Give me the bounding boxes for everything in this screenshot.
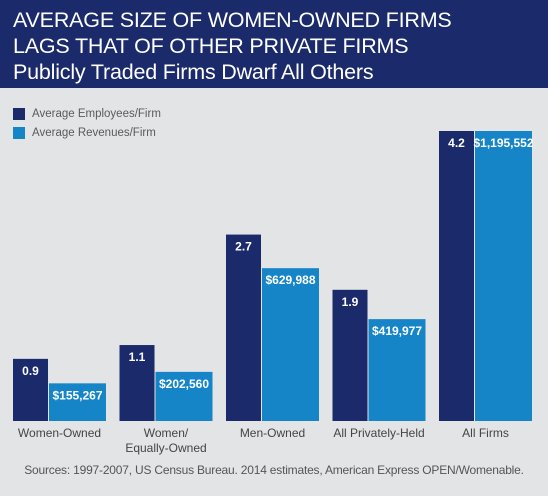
data-label-employees-0: 0.9	[22, 364, 39, 378]
bar-employees-1	[119, 345, 155, 421]
data-label-employees-3: 1.9	[342, 295, 359, 309]
bar-revenues-2	[262, 268, 319, 421]
category-label-2: Men-Owned	[240, 426, 305, 440]
data-label-employees-1: 1.1	[129, 350, 146, 364]
bar-revenues-1	[155, 371, 213, 421]
bar-revenues-3	[368, 319, 426, 421]
chart-header: AVERAGE SIZE OF WOMEN-OWNED FIRMS LAGS T…	[0, 0, 548, 88]
bar-employees-3	[332, 289, 368, 421]
data-label-employees-2: 2.7	[235, 240, 252, 254]
bar-revenues-0	[49, 383, 106, 421]
category-label-4: All Firms	[462, 426, 509, 440]
legend-swatch-revenues	[13, 126, 25, 139]
data-label-revenues-4: $1,195,552	[473, 136, 533, 150]
data-label-revenues-3: $419,977	[372, 324, 422, 338]
category-label-1-line-0: Women/	[144, 426, 189, 440]
legend-label-employees: Average Employees/Firm	[32, 107, 161, 120]
bar-employees-2	[226, 234, 261, 421]
legend: Average Employees/Firm Average Revenues/…	[13, 104, 161, 142]
data-label-revenues-1: $202,560	[159, 377, 209, 391]
source-note: Sources: 1997-2007, US Census Bureau. 20…	[24, 463, 524, 477]
bar-chart: 0.9 $155,267 Women-Owned 1.1 $202,560 Women/E…	[13, 131, 534, 455]
category-label-0: Women-Owned	[18, 426, 101, 440]
chart-subtitle: Publicly Traded Firms Dwarf All Others	[13, 60, 374, 84]
legend-label-revenues: Average Revenues/Firm	[32, 126, 156, 139]
chart-title-line-1: AVERAGE SIZE OF WOMEN-OWNED FIRMS	[13, 8, 452, 32]
data-label-revenues-0: $155,267	[52, 388, 102, 402]
bar-revenues-4	[475, 131, 532, 421]
legend-item-employees: Average Employees/Firm	[13, 104, 161, 123]
category-label-1-line-1: Equally-Owned	[125, 441, 206, 455]
data-label-revenues-2: $629,988	[265, 273, 315, 287]
legend-swatch-employees	[13, 107, 25, 120]
bar-employees-4	[439, 131, 474, 421]
data-label-employees-4: 4.2	[448, 136, 465, 150]
category-label-3: All Privately-Held	[333, 426, 424, 440]
legend-item-revenues: Average Revenues/Firm	[13, 123, 161, 142]
bar-employees-0	[13, 358, 48, 421]
chart-title-line-2: LAGS THAT OF OTHER PRIVATE FIRMS	[13, 34, 409, 58]
